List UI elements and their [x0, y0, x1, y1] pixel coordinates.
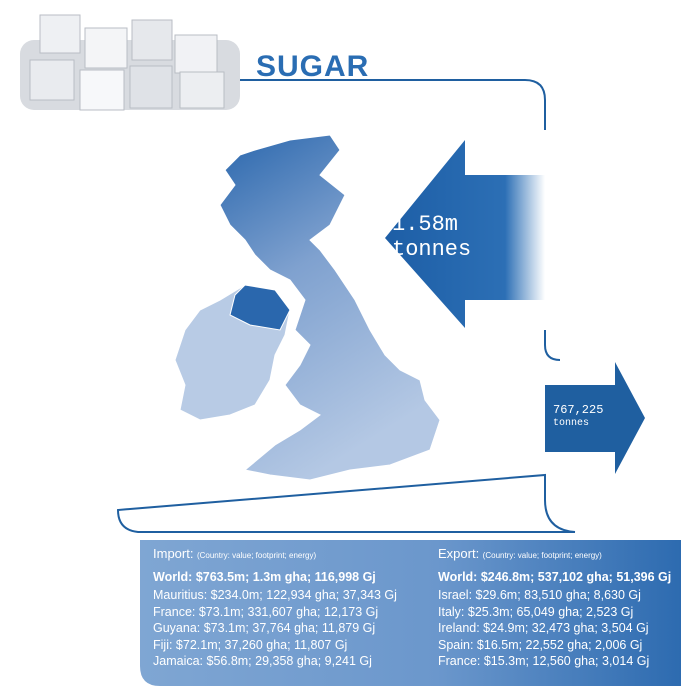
country-row: Italy: $25.3m; 65,049 gha; 2,523 Gj	[438, 604, 681, 621]
export-panel: Export: (Country: value; footprint; ener…	[438, 546, 681, 670]
map	[175, 135, 440, 480]
country-row: Spain: $16.5m; 22,552 gha; 2,006 Gj	[438, 637, 681, 654]
panel-heading: Import: (Country: value; footprint; ener…	[153, 546, 435, 565]
country-row: Israel: $29.6m; 83,510 gha; 8,630 Gj	[438, 587, 681, 604]
heading-note: (Country: value; footprint; energy)	[197, 551, 316, 560]
country-row: Guyana: $73.1m; 37,764 gha; 11,879 Gj	[153, 620, 435, 637]
export-unit: tonnes	[553, 418, 603, 430]
import-volume: 1.58m	[392, 212, 471, 237]
heading: Import:	[153, 546, 193, 561]
title: SUGAR	[256, 50, 369, 84]
country-row: France: $73.1m; 331,607 gha; 12,173 Gj	[153, 604, 435, 621]
import-panel: Import: (Country: value; footprint; ener…	[153, 546, 435, 670]
export-label: 767,225 tonnes	[553, 404, 603, 429]
heading-note: (Country: value; footprint; energy)	[483, 551, 602, 560]
country-row: Mauritius: $234.0m; 122,934 gha; 37,343 …	[153, 587, 435, 604]
world-total: World: $763.5m; 1.3m gha; 116,998 Gj	[153, 569, 435, 586]
import-label: 1.58m tonnes	[392, 212, 471, 263]
infographic: SUGAR 1.58m tonnes 767,225 tonnes Import…	[0, 0, 681, 686]
sugar-cubes	[20, 15, 240, 110]
panel-heading: Export: (Country: value; footprint; ener…	[438, 546, 681, 565]
export-volume: 767,225	[553, 404, 603, 418]
country-row: Ireland: $24.9m; 32,473 gha; 3,504 Gj	[438, 620, 681, 637]
country-row: Jamaica: $56.8m; 29,358 gha; 9,241 Gj	[153, 653, 435, 670]
world-total: World: $246.8m; 537,102 gha; 51,396 Gj	[438, 569, 681, 586]
country-row: France: $15.3m; 12,560 gha; 3,014 Gj	[438, 653, 681, 670]
country-row: Fiji: $72.1m; 37,260 gha; 11,807 Gj	[153, 637, 435, 654]
heading: Export:	[438, 546, 479, 561]
import-unit: tonnes	[392, 237, 471, 262]
